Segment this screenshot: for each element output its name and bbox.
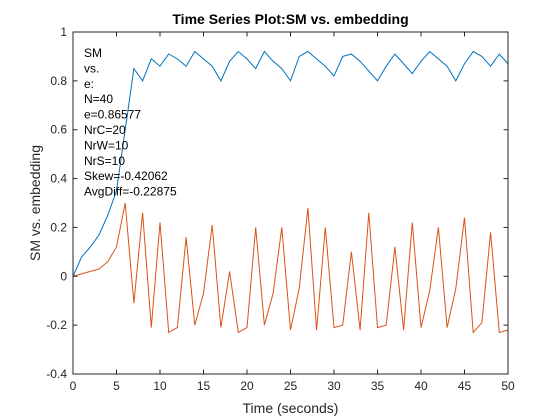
annotation-line: N=40 — [84, 92, 113, 106]
annotation-line: SM — [84, 46, 102, 60]
x-tick-label: 5 — [113, 379, 120, 393]
annotation-line: NrS=10 — [84, 154, 125, 168]
x-tick-label: 40 — [414, 379, 428, 393]
x-tick-label: 10 — [153, 379, 167, 393]
chart-title: Time Series Plot:SM vs. embedding — [172, 11, 408, 27]
x-tick-label: 15 — [197, 379, 211, 393]
annotation-line: NrC=20 — [84, 123, 126, 137]
x-tick-label: 45 — [458, 379, 472, 393]
y-tick-label: 0.6 — [50, 123, 67, 137]
x-tick-label: 50 — [501, 379, 515, 393]
y-tick-label: 0.4 — [50, 172, 67, 186]
annotation-line: NrW=10 — [84, 138, 129, 152]
y-tick-label: 0.2 — [50, 220, 67, 234]
x-tick-label: 35 — [371, 379, 385, 393]
x-axis-label: Time (seconds) — [243, 400, 339, 416]
y-tick-label: -0.2 — [46, 318, 67, 332]
y-axis-label: SM vs. embedding — [27, 145, 43, 261]
plot-area — [73, 32, 508, 374]
x-tick-label: 0 — [70, 379, 77, 393]
x-tick-label: 25 — [284, 379, 298, 393]
y-tick-label: 0 — [60, 269, 67, 283]
annotation-line: e: — [84, 77, 94, 91]
x-tick-label: 30 — [327, 379, 341, 393]
plot-frame — [72, 31, 509, 375]
annotation-line: e=0.86577 — [84, 108, 141, 122]
ticks-layer: 0 5 10 15 20 25 30 35 40 45 50 -0.4 -0.2 0 0.2 0.4 0.6 0.… — [46, 25, 515, 393]
series-layer — [72, 50, 509, 334]
x-tick-label: 20 — [240, 379, 254, 393]
series-line-2 — [72, 202, 509, 334]
y-tick-label: 1 — [60, 25, 67, 39]
annotation-line: vs. — [84, 61, 99, 75]
y-tick-label: 0.8 — [50, 74, 67, 88]
annotation-line: Skew=-0.42062 — [84, 169, 168, 183]
series-line-1 — [72, 50, 509, 277]
annotation-line: AvgDiff=-0.22875 — [84, 185, 177, 199]
y-tick-label: -0.4 — [46, 367, 67, 381]
